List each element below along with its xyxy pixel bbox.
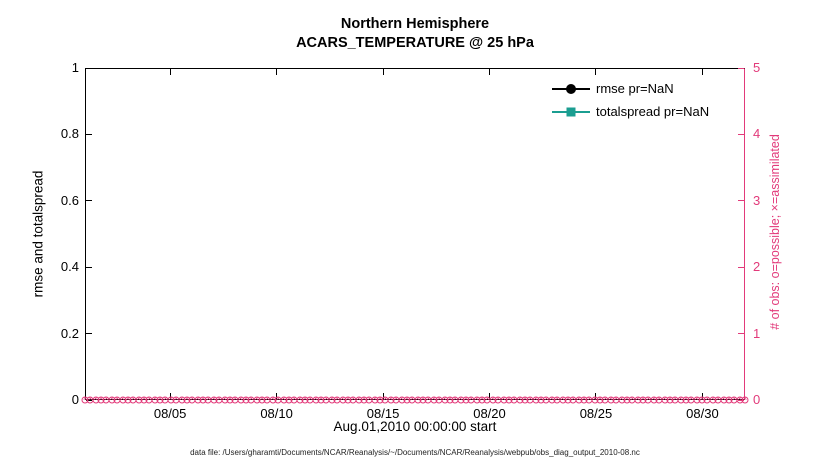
legend-swatch-rmse [552,77,590,100]
left-y-tick-label: 0.6 [60,192,79,208]
right-y-tick-label: 1 [753,325,761,341]
x-tick-label: 08/05 [153,406,187,421]
left-y-tick-label: 1 [71,60,79,75]
right-y-tick-mark [738,333,744,335]
right-y-tick-mark [738,200,744,202]
right-y-tick-label: 4 [753,126,761,142]
obs-count-marker-icon [741,396,749,404]
right-y-tick-label: 3 [753,192,761,208]
right-y-tick-mark [738,133,744,135]
x-tick-mark-top [382,69,384,75]
left-y-tick-mark [86,67,92,69]
left-y-tick-mark [86,333,92,335]
x-axis-label: Aug.01,2010 00:00:00 start [333,419,497,434]
x-tick-label: 08/15 [366,406,400,421]
left-y-tick-mark [86,266,92,268]
legend-swatch-totalspread [552,100,590,123]
left-y-tick-label: 0.4 [60,259,79,275]
x-tick-mark-top [595,69,597,75]
legend-label-rmse: rmse pr=NaN [596,81,674,96]
x-tick-label: 08/25 [579,406,613,421]
x-tick-mark-top [169,69,171,75]
x-tick-label: 08/30 [686,406,719,421]
chart-subtitle: ACARS_TEMPERATURE @ 25 hPa [296,35,534,51]
chart-title-region: Northern Hemisphere [340,16,490,32]
right-y-tick-mark [738,67,744,69]
right-y-tick-mark [738,266,744,268]
left-y-tick-mark [86,133,92,135]
left-y-axis-label: rmse and totalspread [30,170,46,298]
x-tick-label: 08/10 [260,406,293,421]
rmse-circle-marker-icon [566,83,576,94]
right-y-tick-label: 0 [753,392,761,407]
x-tick-mark-top [276,69,278,75]
x-tick-mark-top [489,69,490,75]
legend: rmse pr=NaN totalspread pr=NaN [552,77,710,123]
right-y-tick-label: 2 [753,259,761,275]
right-y-axis-label: # of obs: o=possible; ×=assimilated [768,134,782,330]
x-tick-mark-top [701,69,703,75]
data-file-note: data file: /Users/gharamti/Documents/NCA… [190,448,640,457]
legend-label-totalspread: totalspread pr=NaN [596,104,710,119]
plot-area [85,68,745,400]
totalspread-square-marker-icon [566,107,576,116]
right-y-tick-label: 5 [753,60,761,75]
left-y-tick-label: 0.8 [60,126,79,142]
legend-row-rmse: rmse pr=NaN [552,77,709,100]
left-y-tick-label: 0 [71,392,79,407]
left-y-tick-mark [86,200,92,202]
left-y-tick-label: 0.2 [60,325,79,341]
x-tick-label: 08/20 [473,406,506,421]
legend-row-totalspread: totalspread pr=NaN [552,100,709,123]
